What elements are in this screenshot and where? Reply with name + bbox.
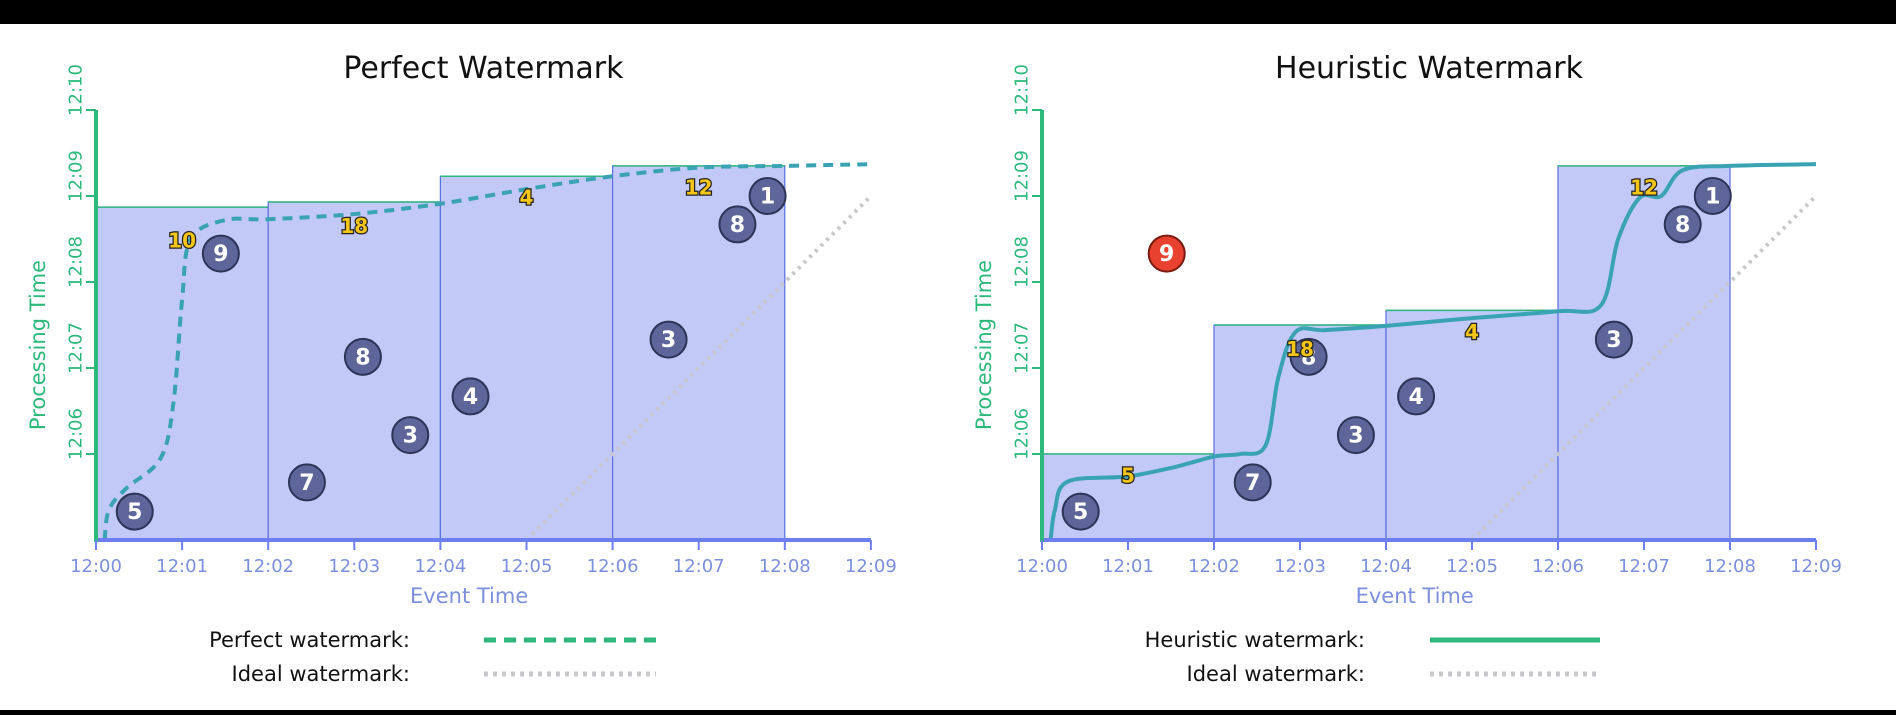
- window-pane: [611, 165, 786, 541]
- x-tick-label: 12:05: [501, 556, 553, 577]
- legend-label: Ideal watermark:: [232, 662, 410, 686]
- x-tick-label: 12:03: [328, 556, 380, 577]
- y-tick-label: 12:09: [1012, 150, 1033, 202]
- data-point-label: 8: [730, 213, 745, 238]
- legend-label: Ideal watermark:: [1187, 662, 1365, 686]
- data-point: [748, 177, 787, 215]
- data-point: [115, 492, 154, 531]
- pane-result-label: 12: [1630, 175, 1658, 199]
- window-pane: [1385, 309, 1559, 541]
- data-point-label: 5: [1073, 500, 1088, 525]
- x-tick-label: 12:06: [1532, 556, 1584, 577]
- heuristic-watermark-line: [1048, 162, 1817, 541]
- data-point: [1233, 463, 1272, 502]
- x-tick-label: 12:08: [759, 556, 811, 577]
- y-tick-label: 12:08: [66, 236, 87, 288]
- y-tick-label: 12:10: [66, 64, 87, 116]
- data-point-label: 9: [1159, 242, 1174, 267]
- data-point-label: 7: [1245, 471, 1260, 496]
- pane-result-label: 18: [1286, 337, 1314, 361]
- y-tick-label: 12:09: [66, 150, 87, 202]
- data-point: [1663, 205, 1702, 244]
- y-axis-label: Processing Time: [26, 260, 50, 430]
- legend-label: Heuristic watermark:: [1145, 628, 1365, 652]
- y-tick-label: 12:07: [1012, 322, 1033, 374]
- x-tick-label: 12:07: [1618, 556, 1670, 577]
- data-point-label: 1: [760, 185, 775, 210]
- data-point: [1693, 177, 1732, 215]
- data-point: [1594, 320, 1633, 359]
- chart-panel-1: Perfect Watermark 12:00 12:01 12:02 12:03 12:…: [26, 51, 897, 686]
- x-tick-label: 12:07: [673, 556, 725, 577]
- data-point-label: 3: [661, 328, 676, 353]
- pane-result-label: 12: [685, 175, 713, 199]
- legend-label: Perfect watermark:: [209, 628, 410, 652]
- y-tick-label: 12:07: [66, 322, 87, 374]
- window-pane: [439, 175, 614, 541]
- pane-result-label: 18: [340, 214, 368, 238]
- x-axis-label: Event Time: [1356, 584, 1474, 608]
- data-point-label: 5: [127, 500, 142, 525]
- y-tick-label: 12:06: [1012, 408, 1033, 460]
- window-pane: [95, 206, 269, 541]
- x-tick-label: 12:02: [242, 556, 294, 577]
- chart-panel-2: Heuristic Watermark 12:00 12:01 12:02 12:03 1…: [972, 51, 1842, 686]
- x-tick-label: 12:02: [1188, 556, 1240, 577]
- chart-title: Perfect Watermark: [343, 51, 624, 86]
- x-tick-label: 12:05: [1446, 556, 1498, 577]
- data-point-label: 4: [1408, 385, 1423, 410]
- data-point: [201, 234, 240, 273]
- ideal-watermark-line: [525, 194, 873, 542]
- chart-title: Heuristic Watermark: [1275, 51, 1584, 86]
- data-point-label: 3: [1348, 424, 1363, 449]
- x-tick-label: 12:00: [1016, 556, 1068, 577]
- x-tick-label: 12:04: [1360, 556, 1412, 577]
- data-point: [451, 377, 490, 416]
- pane-result-label: 4: [520, 186, 534, 210]
- data-point: [391, 416, 430, 455]
- data-point-label: 8: [1675, 213, 1690, 238]
- x-tick-label: 12:04: [414, 556, 466, 577]
- x-tick-label: 12:09: [845, 556, 897, 577]
- pane-result-label: 10: [168, 229, 196, 253]
- x-axis-label: Event Time: [410, 584, 528, 608]
- window-pane: [1557, 165, 1731, 541]
- y-tick-label: 12:08: [1012, 236, 1033, 288]
- x-tick-label: 12:03: [1274, 556, 1326, 577]
- data-point: [1397, 377, 1436, 416]
- data-point-label: 4: [463, 385, 478, 410]
- data-point: [1289, 337, 1328, 376]
- data-point: [287, 463, 326, 502]
- late-data-point: [1147, 234, 1186, 273]
- data-point: [1336, 416, 1375, 455]
- data-point: [718, 205, 757, 244]
- x-tick-label: 12:08: [1704, 556, 1756, 577]
- x-tick-label: 12:01: [156, 556, 208, 577]
- data-point-label: 1: [1705, 185, 1720, 210]
- data-point-label: 8: [355, 345, 370, 370]
- data-point-label: 7: [299, 471, 314, 496]
- ideal-watermark-line: [1470, 194, 1818, 542]
- data-point: [343, 337, 382, 376]
- y-tick-label: 12:10: [1012, 64, 1033, 116]
- data-point: [1061, 492, 1100, 531]
- data-point-label: 3: [1606, 328, 1621, 353]
- y-tick-label: 12:06: [66, 408, 87, 460]
- y-axis-label: Processing Time: [972, 260, 996, 430]
- data-point-label: 3: [403, 424, 418, 449]
- pane-result-label: 4: [1465, 320, 1479, 344]
- data-point-label: 8: [1301, 345, 1316, 370]
- pane-result-label: 5: [1121, 464, 1135, 488]
- perfect-watermark-line: [102, 162, 871, 541]
- data-point-label: 9: [213, 242, 228, 267]
- x-tick-label: 12:06: [587, 556, 639, 577]
- x-tick-label: 12:01: [1102, 556, 1154, 577]
- x-tick-label: 12:00: [70, 556, 122, 577]
- data-point: [649, 320, 688, 359]
- x-tick-label: 12:09: [1790, 556, 1842, 577]
